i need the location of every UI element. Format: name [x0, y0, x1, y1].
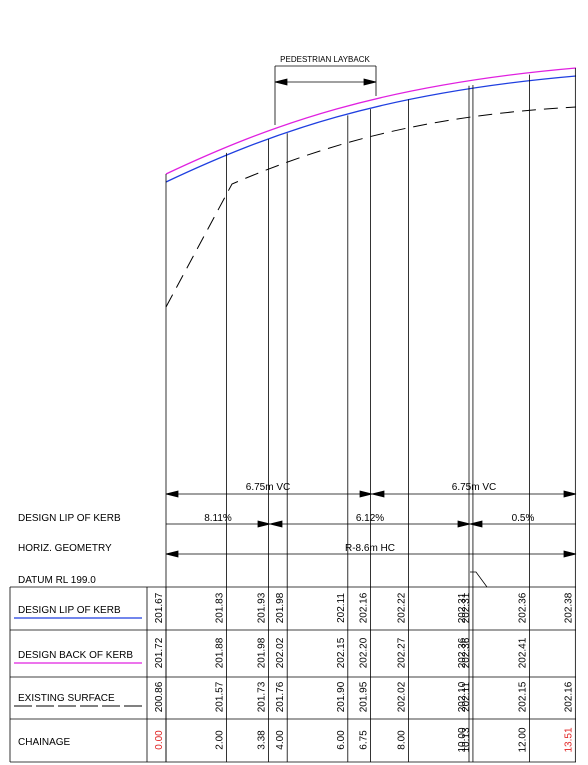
lip-value: 201.98 [275, 592, 286, 623]
exist-value: 202.16 [563, 681, 574, 712]
lip-value: 202.38 [563, 592, 574, 623]
grade-label-3: 0.5% [512, 513, 535, 524]
existing-row-label: EXISTING SURFACE [18, 693, 115, 704]
lip-value: 201.93 [256, 592, 267, 623]
back-value: 201.72 [154, 637, 165, 668]
pedestrian-layback-callout [274, 65, 377, 125]
chainage-value: 13.51 [563, 727, 574, 752]
chainage-value: 3.38 [256, 730, 267, 750]
lip-value: 202.22 [396, 592, 407, 623]
data-table-grid [9, 586, 576, 763]
chainage-value: 12.00 [518, 727, 529, 752]
lip-value: 202.11 [336, 593, 347, 623]
back-value: 202.15 [336, 637, 347, 668]
back-value: 202.27 [396, 637, 407, 668]
lip-value: 202.36 [518, 592, 529, 623]
back-value: 202.36 [461, 637, 472, 668]
design-back-row-label: DESIGN BACK OF KERB [18, 650, 133, 661]
existing-surface-line [165, 106, 577, 308]
exist-value: 201.57 [215, 681, 226, 712]
horiz-geometry-label: HORIZ. GEOMETRY [18, 543, 112, 554]
back-value: 201.88 [215, 637, 226, 668]
chainage-value: 2.00 [215, 730, 226, 750]
exist-value: 200.86 [154, 681, 165, 712]
chainage-value: 10.13 [461, 727, 472, 752]
lip-value: 201.67 [154, 592, 165, 623]
back-value: 202.02 [275, 637, 286, 668]
exist-value: 202.15 [518, 681, 529, 712]
dimension-rows [165, 490, 577, 588]
lip-value: 202.31 [457, 592, 468, 623]
exist-value: 201.73 [256, 681, 267, 712]
datum-label: DATUM RL 199.0 [18, 575, 96, 586]
exist-value: 202.11 [461, 682, 472, 712]
back-value: 202.41 [518, 637, 529, 668]
chainage-value: 4.00 [275, 730, 286, 750]
exist-value: 202.02 [396, 681, 407, 712]
exist-value: 202.10 [457, 681, 468, 712]
back-value: 202.20 [359, 637, 370, 668]
table-values: 201.67 201.72 200.86 0.00 201.83 201.88 201.57… [154, 592, 574, 752]
back-value: 201.98 [256, 637, 267, 668]
exist-value: 201.76 [275, 681, 286, 712]
vc-label-2: 6.75m VC [452, 482, 496, 493]
grade-label-2: 6.12% [356, 513, 384, 524]
design-lip-row-label: DESIGN LIP OF KERB [18, 605, 121, 616]
chainage-lines [165, 68, 576, 762]
vc-label-1: 6.75m VC [246, 482, 290, 493]
chainage-value: 8.00 [396, 730, 407, 750]
lip-value: 202.31 [461, 592, 472, 623]
design-back-of-kerb-line [165, 67, 577, 175]
chainage-value: 0.00 [154, 730, 165, 750]
chainage-value: 10.00 [457, 727, 468, 752]
exist-value: 201.95 [359, 681, 370, 712]
grade-label-1: 8.11% [204, 513, 232, 524]
lip-value: 201.83 [215, 592, 226, 623]
chainage-row-label: CHAINAGE [18, 737, 71, 748]
hc-label: R-8.6m HC [345, 543, 395, 554]
chainage-value: 6.75 [359, 730, 370, 750]
pedestrian-layback-label: PEDESTRIAN LAYBACK [280, 55, 370, 64]
profile-group [165, 67, 577, 308]
lip-row-label: DESIGN LIP OF KERB [18, 513, 121, 524]
design-lip-of-kerb-line [165, 75, 577, 183]
back-value: 202.36 [457, 637, 468, 668]
exist-value: 201.90 [336, 681, 347, 712]
lip-value: 202.16 [359, 592, 370, 623]
chainage-value: 6.00 [336, 730, 347, 750]
